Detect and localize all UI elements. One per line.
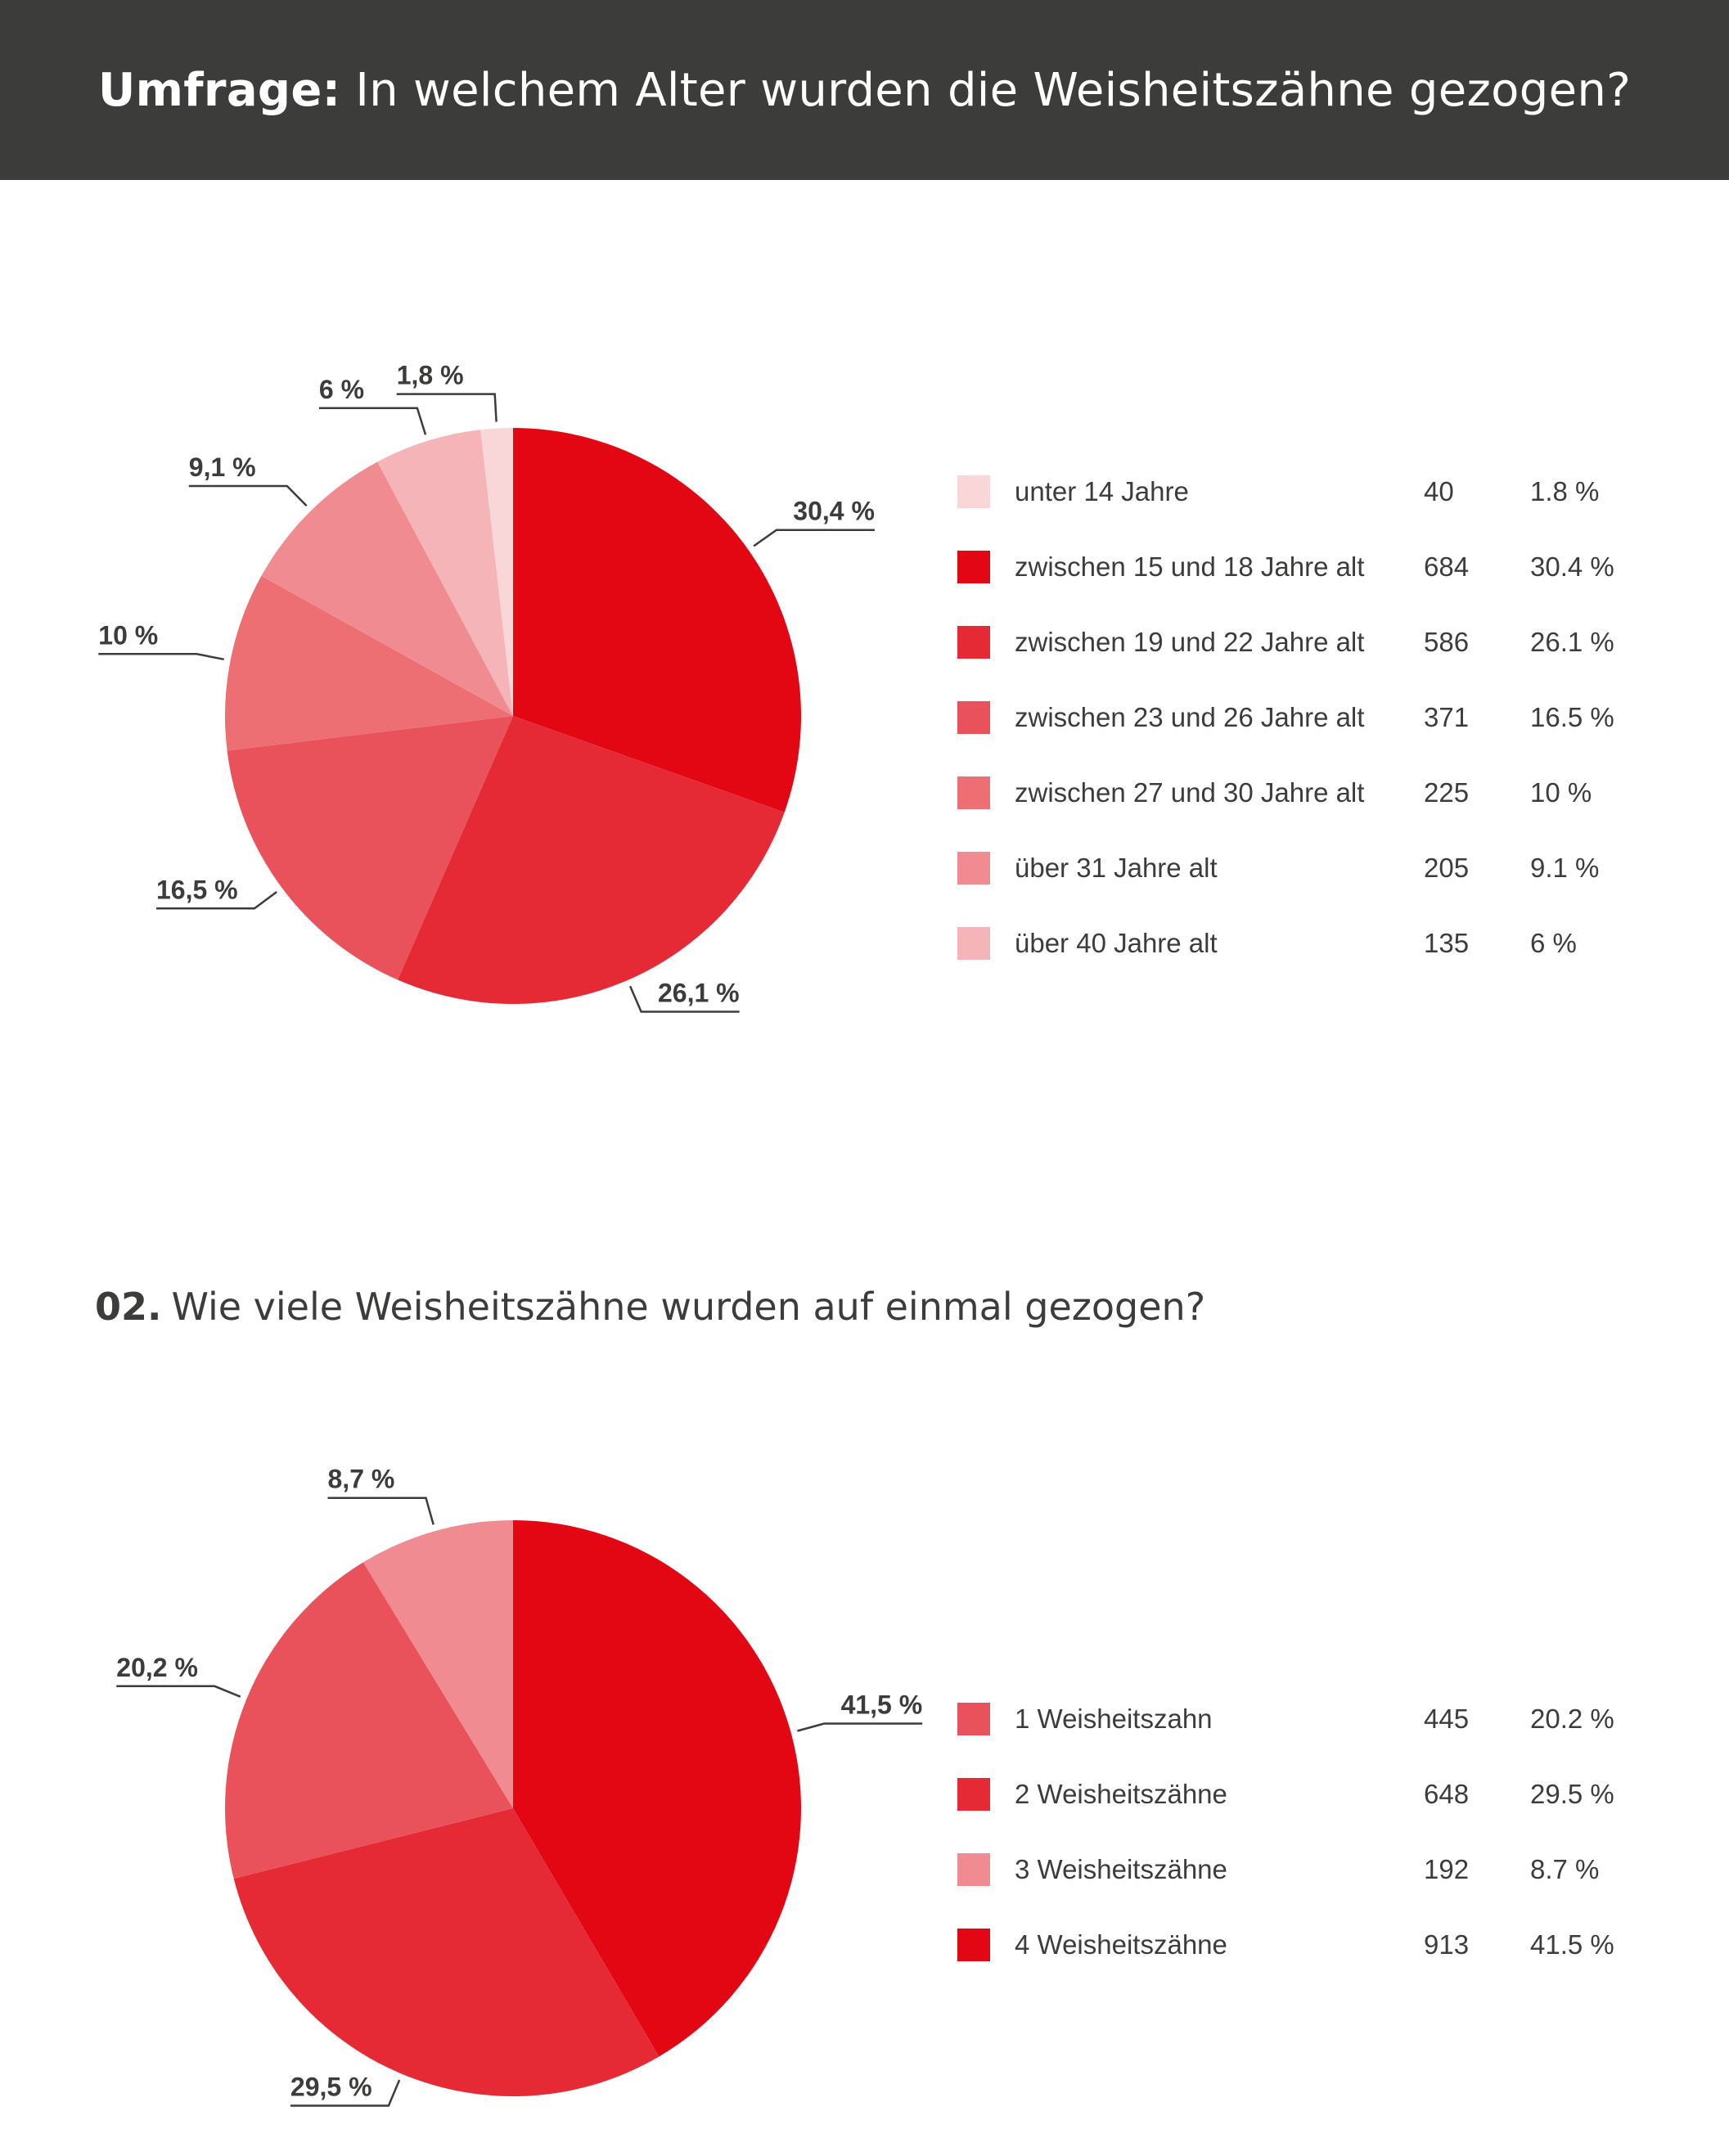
legend-label: unter 14 Jahre — [1015, 476, 1189, 506]
legend-count: 371 — [1424, 702, 1470, 732]
legend-age: unter 14 Jahre 40 1.8 % zwischen 15 und 18 … — [957, 454, 1645, 981]
legend-count: 586 — [1424, 627, 1470, 657]
leader-line-age-4 — [188, 484, 308, 507]
leader-line-age-0 — [753, 529, 875, 547]
legend-percent: 16.5 % — [1530, 702, 1614, 732]
legend-percent: 9.1 % — [1530, 853, 1600, 883]
section-2-text: Wie viele Weisheitszähne wurden auf einm… — [171, 1285, 1206, 1329]
legend-count: 40 — [1424, 476, 1454, 506]
legend-row: zwischen 23 und 26 Jahre alt 371 16.5 % — [957, 680, 1645, 755]
legend-count: 225 — [1424, 777, 1470, 808]
pie-chart-count: 41,5 % 29,5 % 20,2 % 8,7 % — [116, 1465, 923, 2107]
pie-slice-count-3 — [362, 1520, 513, 1808]
legend-label: über 40 Jahre alt — [1015, 928, 1218, 958]
legend-swatch — [957, 1778, 990, 1811]
legend-swatch — [957, 927, 990, 960]
legend-percent: 29.5 % — [1530, 1779, 1614, 1809]
pie-slice-age-5 — [377, 430, 513, 716]
legend-swatch — [957, 626, 990, 659]
slice-label-age-3: 10 % — [98, 620, 158, 650]
legend-swatch — [957, 1853, 990, 1886]
slice-label-count-3: 8,7 % — [328, 1465, 395, 1494]
section-2-number: 02. — [95, 1285, 162, 1329]
legend-row: 4 Weisheitszähne 913 41.5 % — [957, 1907, 1645, 1983]
legend-percent: 41.5 % — [1530, 1929, 1614, 1960]
pie-slice-age-2 — [227, 716, 513, 980]
leader-line-count-2 — [116, 1685, 241, 1698]
leader-line-age-5 — [318, 407, 427, 435]
pie-slice-age-1 — [398, 716, 785, 1004]
legend-row: zwischen 27 und 30 Jahre alt 225 10 % — [957, 755, 1645, 830]
pie-slice-count-1 — [233, 1808, 660, 2097]
legend-count: 648 — [1424, 1779, 1470, 1809]
legend-swatch — [957, 776, 990, 809]
leader-line-age-3 — [98, 653, 224, 661]
leader-line-age-1 — [628, 985, 740, 1013]
legend-row: unter 14 Jahre 40 1.8 % — [957, 454, 1645, 529]
leader-line-count-3 — [327, 1497, 435, 1525]
legend-label: zwischen 27 und 30 Jahre alt — [1015, 777, 1365, 808]
pie-slice-count-0 — [513, 1520, 802, 2057]
legend-label: 2 Weisheitszähne — [1015, 1779, 1227, 1809]
slice-label-count-1: 29,5 % — [290, 2073, 372, 2102]
pie-chart-age: 30,4 % 26,1 % 16,5 % 10 % 9,1 % 6 % 1,8 % — [98, 361, 875, 1013]
leader-line-count-0 — [797, 1722, 923, 1732]
pie-slice-age-3 — [225, 575, 513, 751]
legend-row: zwischen 15 und 18 Jahre alt 684 30.4 % — [957, 529, 1645, 605]
legend-swatch — [957, 852, 990, 884]
pie-slice-age-0 — [513, 428, 802, 812]
slice-label-age-2: 16,5 % — [156, 875, 238, 904]
pie-slice-count-2 — [224, 1562, 513, 1879]
leader-line-count-1 — [290, 2079, 401, 2107]
legend-label: 4 Weisheitszähne — [1015, 1929, 1227, 1960]
slice-label-count-0: 41,5 % — [841, 1690, 923, 1720]
legend-swatch — [957, 475, 990, 508]
legend-row: 2 Weisheitszähne 648 29.5 % — [957, 1757, 1645, 1832]
legend-label: zwischen 15 und 18 Jahre alt — [1015, 551, 1365, 582]
legend-count: 913 — [1424, 1929, 1470, 1960]
section-2-title: 02. Wie viele Weisheitszähne wurden auf e… — [95, 1285, 1205, 1329]
slice-label-age-6: 1,8 % — [397, 361, 464, 390]
page-header: Umfrage: In welchem Alter wurden die Wei… — [0, 0, 1729, 180]
legend-count: 135 — [1424, 928, 1470, 958]
legend-count: 205 — [1424, 853, 1470, 883]
legend-count: 684 — [1424, 551, 1470, 582]
leader-line-age-6 — [396, 393, 498, 422]
legend-label: 1 Weisheitszahn — [1015, 1704, 1213, 1734]
slice-label-count-2: 20,2 % — [116, 1653, 198, 1682]
slice-label-age-1: 26,1 % — [658, 979, 740, 1008]
legend-label: 3 Weisheitszähne — [1015, 1854, 1227, 1884]
slice-label-age-0: 30,4 % — [793, 497, 875, 526]
legend-row: über 31 Jahre alt 205 9.1 % — [957, 830, 1645, 906]
header-prefix: Umfrage: — [97, 63, 341, 117]
pie-slice-age-4 — [261, 461, 513, 716]
leader-line-age-2 — [156, 890, 277, 910]
page-title: In welchem Alter wurden die Weisheitszäh… — [355, 63, 1632, 117]
legend-row: zwischen 19 und 22 Jahre alt 586 26.1 % — [957, 605, 1645, 680]
legend-row: 3 Weisheitszähne 192 8.7 % — [957, 1832, 1645, 1907]
legend-percent: 30.4 % — [1530, 551, 1614, 582]
legend-percent: 8.7 % — [1530, 1854, 1600, 1884]
slice-label-age-5: 6 % — [319, 375, 364, 404]
legend-count: 1 Weisheitszahn 445 20.2 % 2 Weisheitszähne… — [957, 1681, 1645, 1983]
legend-percent: 1.8 % — [1530, 476, 1600, 506]
legend-row: 1 Weisheitszahn 445 20.2 % — [957, 1681, 1645, 1757]
legend-percent: 6 % — [1530, 928, 1577, 958]
slice-label-age-4: 9,1 % — [189, 452, 256, 482]
legend-swatch — [957, 551, 990, 583]
legend-row: über 40 Jahre alt 135 6 % — [957, 906, 1645, 981]
legend-label: zwischen 23 und 26 Jahre alt — [1015, 702, 1365, 732]
pie-slice-age-6 — [480, 428, 513, 716]
legend-percent: 10 % — [1530, 777, 1592, 808]
legend-label: zwischen 19 und 22 Jahre alt — [1015, 627, 1365, 657]
legend-percent: 20.2 % — [1530, 1704, 1614, 1734]
legend-swatch — [957, 701, 990, 734]
legend-swatch — [957, 1929, 990, 1961]
legend-percent: 26.1 % — [1530, 627, 1614, 657]
legend-count: 445 — [1424, 1704, 1470, 1734]
legend-label: über 31 Jahre alt — [1015, 853, 1218, 883]
legend-swatch — [957, 1703, 990, 1735]
legend-count: 192 — [1424, 1854, 1470, 1884]
